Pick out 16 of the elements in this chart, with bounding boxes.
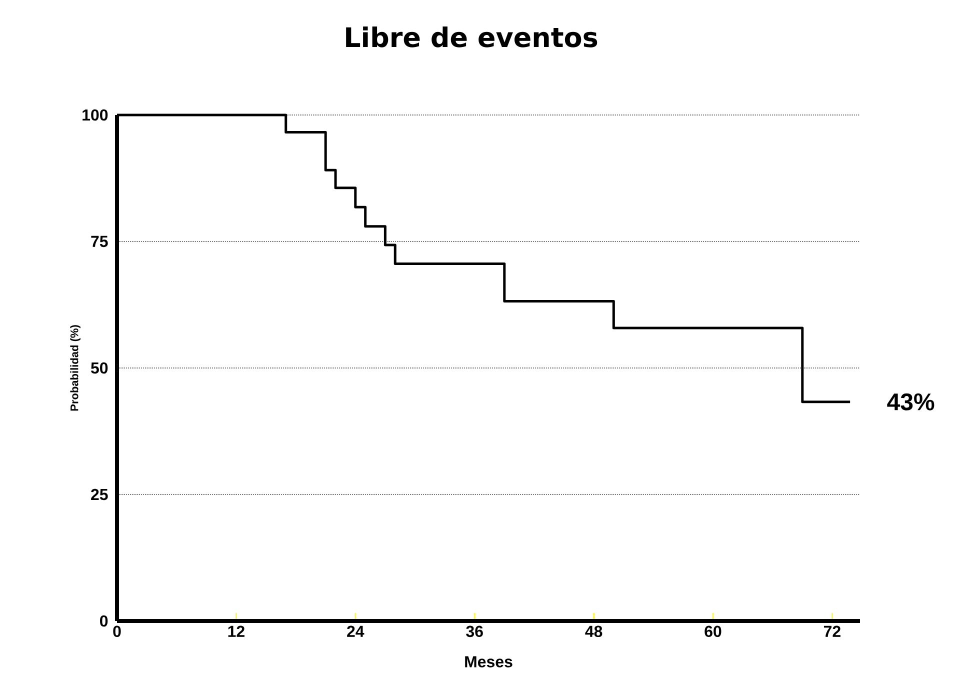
chart-title: Libre de eventos	[346, 26, 598, 48]
x-tick-label: 60	[704, 626, 722, 638]
x-tick-label: 48	[585, 626, 602, 638]
y-tick-label: 75	[91, 236, 108, 248]
annotation: 43%	[887, 393, 934, 410]
x-tick-label: 12	[228, 626, 244, 637]
x-tick-label: 0	[113, 626, 121, 638]
y-tick-label: 50	[90, 362, 108, 374]
y-tick-label: 25	[91, 488, 108, 500]
x-tick-label: 36	[466, 626, 483, 638]
x-tick-label: 72	[824, 626, 840, 637]
y-tick-label: 0	[100, 615, 108, 627]
y-tick-label: 100	[82, 109, 108, 121]
x-axis-title: Meses	[465, 656, 512, 668]
y-axis-title: Probabilidad (%)	[70, 325, 80, 411]
x-tick-label: 24	[347, 626, 364, 637]
